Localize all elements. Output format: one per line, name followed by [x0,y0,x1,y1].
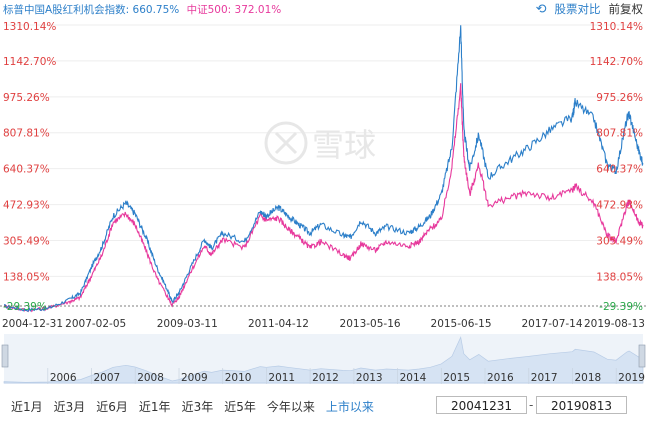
stock-compare-button[interactable]: 股票对比 [554,2,601,16]
navigator-year-label: 2009 [181,372,208,384]
legend-series2: 中证500: 372.01% [186,4,282,16]
navigator-area [3,336,644,384]
y-tick-label-right: 305.49% [596,235,643,247]
y-tick-label-left: -29.39% [3,301,47,313]
y-tick-label-left: 472.93% [3,200,50,212]
navigator-year-label: 2011 [268,372,295,384]
x-tick-label: 2004-12-31 [2,318,63,330]
x-tick-label: 2011-04-12 [248,318,309,330]
date-separator: - [529,398,534,412]
navigator-year-label: 2016 [487,372,514,384]
x-tick-label: 2019-08-13 [584,318,645,330]
navigator-year-labels: 2006 2007 2008 2009 2010 2011 2012 2013 2014 2015… [47,368,645,384]
navigator-handle-left[interactable] [1,344,9,368]
y-tick-label-left: 138.05% [3,271,50,283]
navigator-year-label: 2019 [618,372,645,384]
chart-legend: 标普中国A股红利机会指数: 660.75% 中证500: 372.01% [3,2,281,17]
range-button-since-listing[interactable]: 上市以来 [325,399,374,414]
y-tick-label-right: 1142.70% [590,56,643,68]
x-tick-label: 2017-07-14 [522,318,583,330]
navigator-year-label: 2014 [400,372,427,384]
navigator-handle-right[interactable] [638,344,646,368]
chart-series [3,25,644,313]
watermark-text: 雪球 [312,126,376,164]
y-tick-label-right: 138.05% [596,271,643,283]
y-tick-label-left: 807.81% [3,128,50,140]
y-tick-label-right: 1310.14% [590,21,643,33]
chart-toolbar: ⟲ 股票对比 前复权 [536,1,643,17]
navigator-year-label: 2017 [531,372,558,384]
range-button-6m[interactable]: 近6月 [96,399,128,414]
x-tick-label: 2013-05-16 [340,318,401,330]
y-tick-label-left: 305.49% [3,235,50,247]
x-axis: 2004-12-31 2007-02-05 2009-03-11 2011-04-12… [2,318,645,330]
navigator-year-label: 2015 [443,372,470,384]
y-tick-label-left: 640.37% [3,164,50,176]
y-axis-right: 1310.14% 1142.70% 975.26% 807.81% 640.37% 472… [590,21,643,313]
navigator-year-label: 2008 [137,372,164,384]
undo-icon[interactable]: ⟲ [535,1,547,17]
y-tick-label-right: 640.37% [596,164,643,176]
y-tick-label-right: 975.26% [596,92,643,104]
x-tick-label: 2009-03-11 [157,318,218,330]
navigator-year-label: 2007 [94,372,121,384]
navigator-year-label: 2018 [574,372,601,384]
range-button-1m[interactable]: 近1月 [11,399,43,414]
navigator-year-label: 2013 [356,372,383,384]
watermark: 雪球 [264,121,376,165]
date-from-input[interactable]: 20041231 [436,396,527,414]
y-tick-label-left: 975.26% [3,92,50,104]
navigator-year-label: 2006 [50,372,77,384]
y-tick-label-left: 1142.70% [3,56,56,68]
navigator-year-label: 2012 [312,372,339,384]
legend-series1: 标普中国A股红利机会指数: 660.75% [3,4,180,16]
x-tick-label: 2015-06-15 [431,318,492,330]
range-button-ytd[interactable]: 今年以来 [266,399,315,414]
y-tick-label-right: 807.81% [596,128,643,140]
y-axis-left: 1310.14% 1142.70% 975.26% 807.81% 640.37% 472… [3,21,56,313]
date-to-input[interactable]: 20190813 [536,396,627,414]
range-button-bar: 近1月 近3月 近6月 近1年 近3年 近5年 今年以来 上市以来 [0,394,647,418]
series-line-s2 [3,83,644,313]
navigator-year-label: 2010 [225,372,252,384]
range-button-3y[interactable]: 近3年 [181,399,214,414]
range-button-1y[interactable]: 近1年 [138,399,171,414]
y-tick-label-right: -29.39% [599,301,643,313]
y-tick-label-left: 1310.14% [3,21,56,33]
range-button-3m[interactable]: 近3月 [53,399,86,414]
range-navigator[interactable]: 2006 2007 2008 2009 2010 2011 2012 2013 2014 2015… [1,334,646,384]
y-tick-label-right: 472.93% [596,200,643,212]
adjust-mode-button[interactable]: 前复权 [608,2,644,16]
grid-lines [4,24,643,277]
series-line-s1 [3,25,644,313]
x-tick-label: 2007-02-05 [65,318,126,330]
range-button-5y[interactable]: 近5年 [224,399,256,414]
